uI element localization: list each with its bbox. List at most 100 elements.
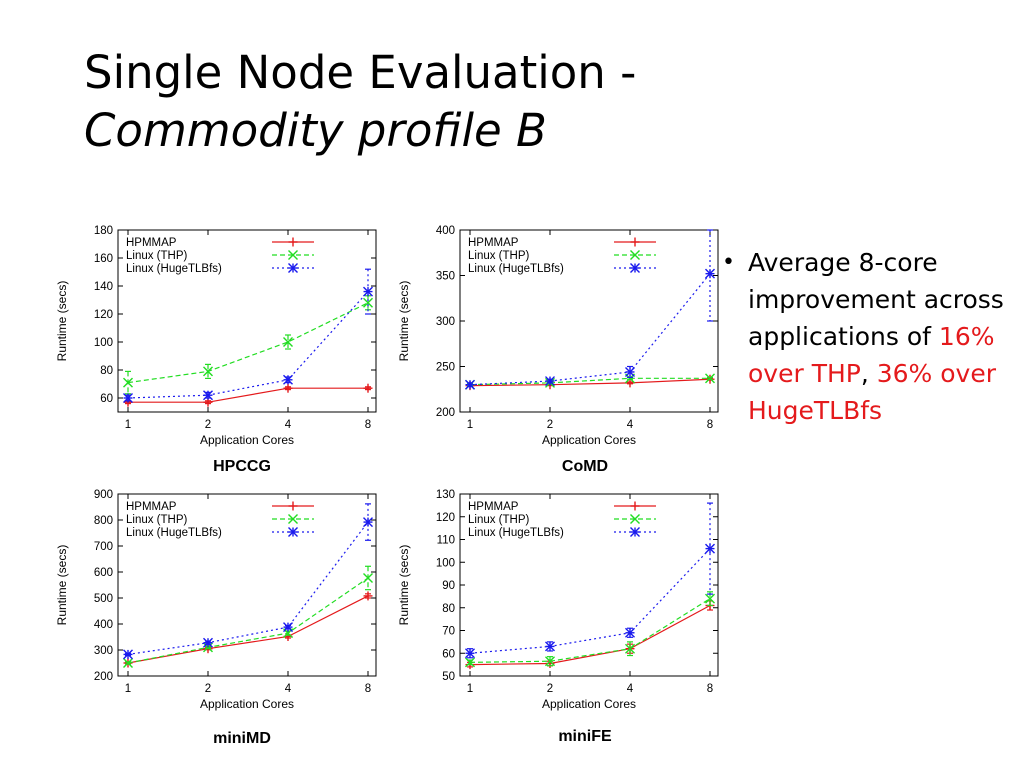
data-point-hugetlbfs [625,366,635,377]
series-line-hugetlbfs [469,273,711,386]
data-point-thp [363,297,373,308]
y-tick-label: 80 [442,603,455,615]
bullet-text: Average 8-core improvement across applic… [748,244,1018,429]
y-tick-label: 120 [436,512,455,524]
y-tick-label: 110 [437,535,455,547]
bullet-text-part-2: , [860,359,869,388]
y-tick-label: 90 [442,580,455,592]
y-tick-label: 200 [94,671,113,683]
chart-caption-minimd: miniMD [213,730,271,747]
x-tick-label: 4 [627,419,634,431]
y-tick-label: 130 [436,489,455,501]
x-tick-label: 1 [125,419,131,431]
series-line-hugetlbfs [127,521,369,656]
x-tick-label: 8 [707,683,713,695]
x-tick-label: 1 [467,419,473,431]
legend-marker-hugetlbfs [288,527,298,537]
y-tick-label: 70 [442,626,455,638]
y-tick-label: 120 [94,309,113,321]
legend-marker-thp [630,514,640,524]
summary-bullets: • Average 8-core improvement across appl… [722,244,1018,429]
series-line-thp [127,302,369,384]
x-tick-label: 4 [627,683,634,695]
legend-marker-hpmmap [630,501,640,511]
y-tick-label: 200 [436,407,455,419]
data-point-thp [625,643,635,654]
chart-caption-comd: CoMD [561,458,609,475]
y-tick-label: 160 [94,253,113,265]
y-tick-label: 60 [100,393,113,405]
y-tick-label: 600 [94,567,113,579]
data-point-hugetlbfs [625,627,635,638]
y-tick-label: 400 [436,225,455,237]
data-point-hugetlbfs [363,286,373,297]
x-tick-label: 4 [285,683,292,695]
y-axis-label: Runtime (secs) [55,281,69,362]
series-line-thp [127,577,369,664]
y-tick-label: 350 [436,271,455,283]
data-point-hugetlbfs [123,649,133,660]
x-tick-label: 8 [365,419,371,431]
y-tick-label: 180 [94,225,113,237]
data-point-thp [123,658,133,668]
data-point-thp [123,377,133,388]
x-axis-label: Application Cores [542,697,636,711]
legend-label-hpmmap: HPMMAP [468,501,519,513]
bullet-highlight-thp: 16% over THP [748,322,995,388]
y-axis-label: Runtime (secs) [397,545,411,626]
chart-caption-hpccg: HPCCG [213,458,271,475]
chart-minimd: 200 300 400 500 600 700 800 900 1 2 4 8 Application … [55,489,377,711]
legend-marker-thp [288,250,298,260]
legend-label-thp: Linux (THP) [126,250,188,262]
data-point-hugetlbfs [705,543,715,554]
y-tick-label: 100 [436,557,455,569]
y-tick-label: 80 [100,365,113,377]
title-line-1: Single Node Evaluation - [84,46,637,99]
y-tick-label: 800 [94,515,113,527]
data-point-hugetlbfs [705,268,715,279]
legend-marker-thp [630,250,640,260]
legend-marker-hpmmap [288,237,298,247]
legend-marker-hugetlbfs [288,263,298,273]
y-tick-label: 700 [94,541,113,553]
series-line-hpmmap [469,378,711,387]
x-tick-label: 4 [285,419,292,431]
legend-label-hugetlbfs: Linux (HugeTLBfs) [126,263,222,275]
data-point-thp [705,593,715,604]
x-tick-label: 1 [125,683,131,695]
series-line-hpmmap [469,604,711,666]
series-line-thp [469,598,711,663]
data-point-thp [283,337,293,347]
x-tick-label: 2 [547,419,553,431]
series-line-hpmmap [128,387,368,403]
data-point-hpmmap [363,591,373,601]
data-point-hugetlbfs [465,379,475,390]
data-point-thp [465,657,475,668]
data-point-thp [363,572,373,583]
legend-marker-hpmmap [288,501,298,511]
data-point-hugetlbfs [545,376,555,387]
chart-minife: 50 60 70 80 90 100 110 120 130 1 2 4 8 Application Co… [397,489,719,711]
plot-frame [117,493,377,677]
slide-title: Single Node Evaluation - Commodity profi… [84,44,724,160]
y-tick-label: 900 [94,489,113,501]
x-tick-label: 2 [547,683,553,695]
data-point-thp [203,366,213,377]
y-axis-label: Runtime (secs) [397,281,411,362]
error-bar-hugetlbfs [365,268,371,315]
x-axis-label: Application Cores [200,697,294,711]
series-line-hpmmap [127,595,369,664]
error-bar-thp [627,641,633,657]
y-axis-label: Runtime (secs) [55,545,69,626]
y-tick-label: 50 [442,671,455,683]
data-point-hpmmap [283,383,293,393]
chart-caption-minife: miniFE [558,728,612,745]
bullet-highlight-hugetlbfs: 36% over HugeTLBfs [748,359,997,425]
error-bar-thp [205,363,211,379]
y-tick-label: 100 [94,337,113,349]
data-point-thp [705,373,715,384]
y-tick-label: 140 [94,281,113,293]
legend-label-hugetlbfs: Linux (HugeTLBfs) [126,527,222,539]
legend-label-thp: Linux (THP) [468,514,530,526]
legend-label-thp: Linux (THP) [468,250,530,262]
